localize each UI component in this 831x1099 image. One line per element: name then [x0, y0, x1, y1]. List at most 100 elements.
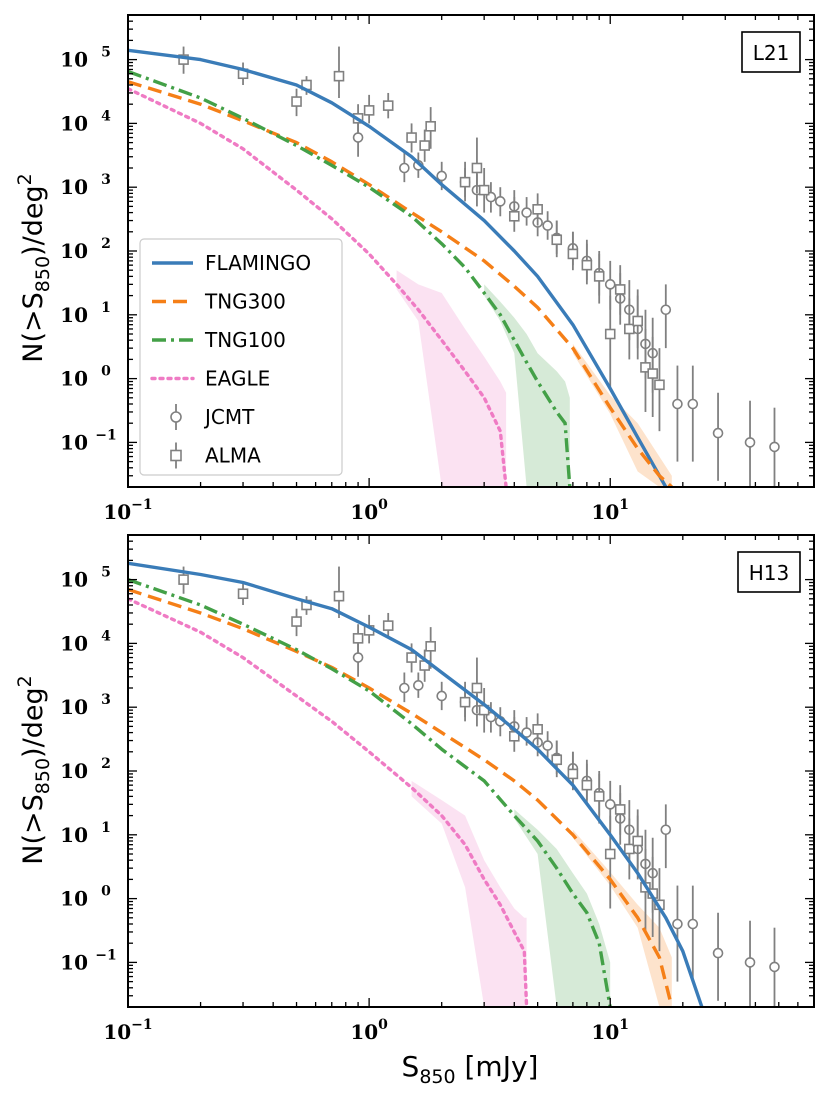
x-tick-label: 100	[350, 497, 388, 524]
alma-point	[532, 204, 543, 215]
y-axis-label-top: N(>S850)/deg2	[14, 173, 54, 362]
band-tng300	[572, 343, 672, 487]
legend-item-jcmt: JCMT	[170, 404, 255, 430]
jcmt-point	[521, 207, 532, 218]
band-tng100	[514, 809, 611, 1007]
jcmt-point	[712, 947, 724, 959]
panel-tag-box	[741, 31, 801, 73]
alma-point	[478, 184, 490, 196]
jcmt-point	[687, 918, 699, 930]
legend-item-eagle: EAGLE	[150, 367, 270, 391]
legend-item-tng300: TNG300	[152, 290, 286, 314]
jcmt-point	[744, 957, 756, 968]
legend-marker	[170, 449, 182, 462]
alma-point	[551, 234, 563, 246]
alma-point	[624, 843, 635, 855]
y-tick-label: 10 4	[60, 108, 111, 135]
jcmt-point	[542, 740, 553, 751]
plot-area	[128, 561, 780, 1007]
jcmt-point	[399, 682, 410, 694]
alma-point	[604, 848, 616, 860]
jcmt-point	[436, 690, 447, 702]
alma-point	[614, 284, 626, 295]
alma-point	[425, 121, 436, 132]
x-tick-label: 101	[591, 1017, 629, 1044]
legend-box	[139, 238, 343, 476]
series-flamingo	[128, 48, 668, 487]
alma-point	[551, 754, 563, 766]
jcmt-point	[660, 824, 672, 836]
jcmt-point	[744, 437, 756, 448]
alma-point	[425, 641, 436, 652]
alma-point	[567, 248, 579, 260]
panel-tag: L21	[753, 41, 790, 65]
alma-point	[382, 620, 394, 631]
series-tng100	[128, 69, 572, 487]
alma-point	[406, 132, 417, 143]
jcmt-point	[604, 799, 616, 810]
jcmt-point	[352, 132, 364, 143]
y-tick-label: 10 2	[60, 756, 111, 783]
jcmt-point	[352, 652, 364, 663]
alma-point	[459, 176, 471, 188]
y-tick-label: 10 5	[60, 565, 111, 592]
legend-item-flamingo: FLAMINGO	[152, 251, 311, 275]
alma-point	[291, 616, 302, 627]
alma-point	[508, 210, 520, 222]
jcmt-point	[769, 441, 780, 453]
jcmt-point	[413, 680, 424, 691]
alma-point	[581, 779, 593, 791]
alma-point	[632, 315, 644, 327]
alma-point	[567, 768, 579, 780]
alma-point	[581, 259, 593, 271]
jcmt-point	[687, 398, 699, 410]
legend-label: FLAMINGO	[205, 251, 311, 275]
alma-point	[471, 682, 483, 694]
band-eagle	[411, 780, 527, 1007]
y-tick-label: 10 0	[60, 364, 111, 391]
y-tick-label: 10 −1	[60, 427, 117, 454]
series-tng300	[128, 587, 674, 1007]
legend-item-alma: ALMA	[170, 442, 261, 469]
alma-point	[406, 652, 417, 663]
alma-point	[593, 791, 605, 802]
legend-label: JCMT	[203, 405, 255, 429]
y-tick-label: 10 3	[60, 172, 111, 199]
band-eagle	[396, 270, 507, 487]
jcmt-point	[436, 170, 447, 182]
alma-point	[178, 574, 189, 585]
jcmt-point	[604, 279, 616, 290]
y-tick-label: 10 1	[60, 300, 111, 327]
series-eagle	[128, 597, 529, 1007]
y-tick-label: 10 2	[60, 236, 111, 263]
alma-point	[237, 588, 249, 600]
alma-point	[508, 730, 520, 742]
jcmt-point	[495, 196, 506, 207]
alma-point	[382, 100, 394, 111]
plot-area	[128, 46, 780, 487]
legend-label: EAGLE	[205, 367, 270, 391]
jcmt-point	[672, 398, 683, 410]
alma-point	[604, 328, 616, 340]
x-tick-label: 100	[350, 1017, 388, 1044]
alma-point	[459, 696, 471, 708]
jcmt-point	[672, 918, 683, 930]
x-tick-label: 101	[591, 497, 629, 524]
alma-point	[640, 362, 651, 373]
alma-point	[593, 271, 605, 282]
alma-point	[352, 633, 364, 644]
legend-label: ALMA	[205, 444, 261, 468]
jcmt-point	[712, 427, 724, 439]
panel-tag: H13	[749, 561, 790, 585]
alma-point	[291, 96, 302, 107]
y-tick-label: 10 0	[60, 884, 111, 911]
series-tng100	[128, 577, 612, 1007]
alma-point	[471, 162, 483, 174]
y-tick-label: 10 −1	[60, 947, 117, 974]
alma-point	[632, 835, 644, 847]
alma-point	[532, 724, 543, 735]
panel-tag-box	[737, 551, 801, 593]
alma-point	[647, 368, 658, 379]
